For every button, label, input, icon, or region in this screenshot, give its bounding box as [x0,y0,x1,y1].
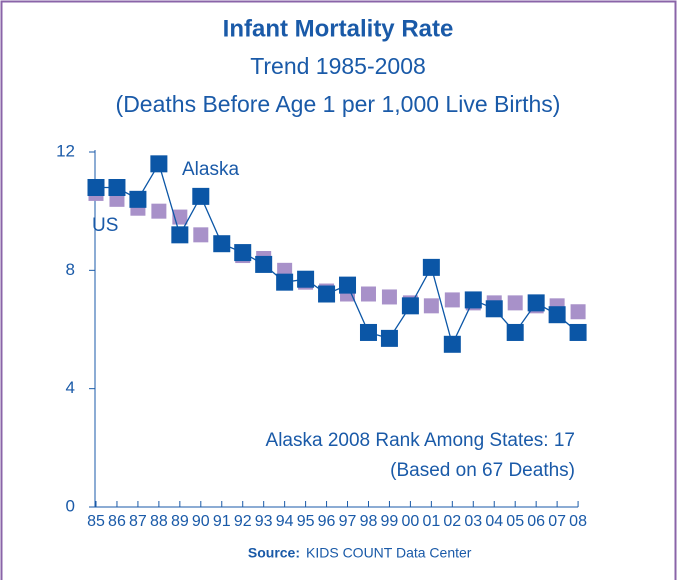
marker [339,276,357,294]
marker [151,203,167,219]
marker [401,297,419,315]
marker [192,187,210,205]
marker [87,179,105,196]
series-label: US [92,215,118,236]
marker [506,323,524,341]
x-tick-label: 99 [381,513,399,530]
marker [360,286,376,302]
x-tick-label: 86 [108,513,126,530]
x-tick-label: 98 [360,513,378,530]
source-label: Source: [248,545,300,561]
marker [422,258,440,276]
chart-subtitle: Trend 1985-2008 [250,53,426,79]
x-tick-label: 92 [234,513,252,530]
marker [443,335,461,353]
chart-title: Infant Mortality Rate [223,15,454,42]
marker [444,292,460,308]
y-tick-label: 0 [66,496,75,515]
x-tick-label: 04 [485,513,503,530]
marker [318,285,336,303]
marker [359,323,377,341]
x-tick-label: 01 [422,513,440,530]
marker [108,179,126,196]
x-tick-label: 91 [213,513,231,530]
y-tick-label: 8 [66,260,75,279]
x-tick-label: 94 [276,513,294,530]
annotation: (Based on 67 Deaths) [390,460,575,481]
marker [548,306,566,324]
marker [255,255,273,273]
y-tick-label: 12 [56,141,75,160]
marker [464,291,482,309]
marker [297,270,315,288]
x-tick-label: 03 [464,513,482,530]
x-tick-label: 90 [192,513,210,530]
marker [423,298,439,314]
x-tick-label: 97 [339,513,357,530]
x-tick-label: 02 [443,513,461,530]
series-line [96,162,579,347]
marker [527,294,545,312]
marker [129,190,147,208]
x-tick-label: 96 [318,513,336,530]
series-label: Alaska [182,159,239,180]
x-tick-label: 06 [527,513,545,530]
marker [570,304,586,320]
marker [234,244,252,262]
x-tick-label: 07 [548,513,566,530]
x-tick-label: 00 [402,513,420,530]
x-tick-label: 93 [255,513,273,530]
marker [193,227,209,243]
marker [150,155,168,173]
marker [485,300,503,318]
marker [381,289,397,305]
marker [213,235,231,253]
x-tick-label: 08 [569,513,587,530]
x-tick-label: 89 [171,513,189,530]
marker [276,273,294,291]
marker [380,329,398,347]
y-tick-label: 4 [66,378,75,397]
x-tick-label: 85 [87,513,105,530]
x-tick-label: 87 [129,513,147,530]
marker [569,323,587,341]
x-tick-label: 88 [150,513,168,530]
annotation: Alaska 2008 Rank Among States: 17 [266,430,575,451]
x-tick-label: 95 [297,513,315,530]
x-tick-label: 05 [506,513,524,530]
source: KIDS COUNT Data Center [306,545,472,561]
marker [171,226,189,244]
marker [507,295,523,311]
chart-subtitle: (Deaths Before Age 1 per 1,000 Live Birt… [116,91,561,117]
